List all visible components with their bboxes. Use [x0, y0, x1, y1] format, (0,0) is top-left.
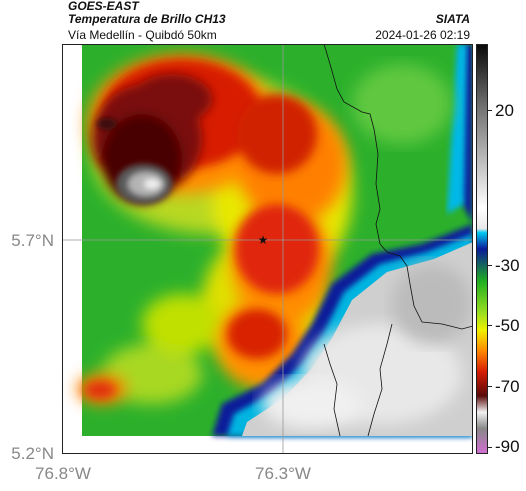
lon-tick-label: 76.3°W: [255, 464, 311, 483]
colorbar-tick-label: -50: [495, 316, 520, 335]
satellite-source: GOES-EAST: [68, 0, 139, 13]
cloud-top-dark-core: [92, 74, 212, 204]
star-icon: ★: [258, 233, 269, 247]
region-label: Vía Medellín - Quibdó 50km: [68, 28, 217, 42]
lat-tick-label: 5.2°N: [11, 444, 54, 463]
colorbar-tick-label: -90: [495, 437, 520, 456]
colorbar-tick-label: -70: [495, 377, 520, 396]
timestamp: 2024-01-26 02:19: [375, 28, 470, 42]
satellite-map[interactable]: ★: [62, 44, 473, 454]
cloud-top-coldest: [97, 118, 172, 204]
colorbar: [476, 44, 488, 454]
colorbar-tick-label: -30: [495, 256, 520, 275]
product-title: Temperatura de Brillo CH13: [68, 12, 226, 26]
brightness-temperature-image: ★: [62, 44, 473, 454]
colorbar-tick-label: 20: [495, 101, 514, 120]
political-boundaries: [323, 44, 473, 437]
organization-label: SIATA: [435, 12, 470, 26]
clear-sky-region: [212, 224, 473, 436]
lat-tick-label: 5.7°N: [11, 231, 54, 250]
lon-tick-label: 76.8°W: [35, 464, 91, 483]
